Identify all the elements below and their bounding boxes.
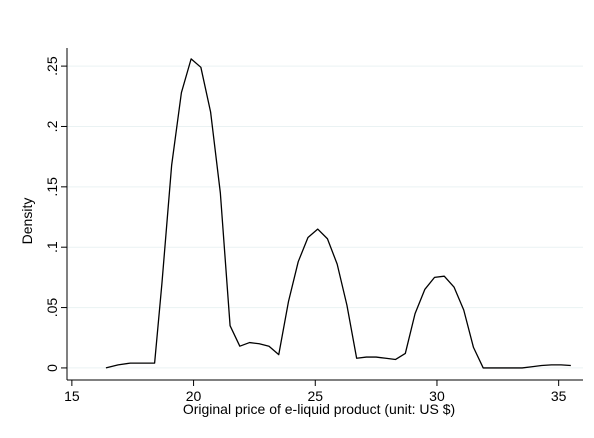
x-axis-label: Original price of e-liquid product (unit… bbox=[183, 401, 455, 417]
y-tick-label-1: .05 bbox=[44, 298, 60, 318]
y-axis-label: Density bbox=[19, 198, 35, 245]
y-tick-label-4: .2 bbox=[44, 120, 60, 132]
y-tick-label-0: 0 bbox=[44, 364, 60, 372]
x-tick-label-0: 15 bbox=[64, 388, 80, 404]
x-tick-label-4: 35 bbox=[551, 388, 567, 404]
y-tick-label-2: .1 bbox=[44, 241, 60, 253]
y-tick-label-5: .25 bbox=[44, 56, 60, 76]
y-tick-label-3: .15 bbox=[44, 177, 60, 197]
